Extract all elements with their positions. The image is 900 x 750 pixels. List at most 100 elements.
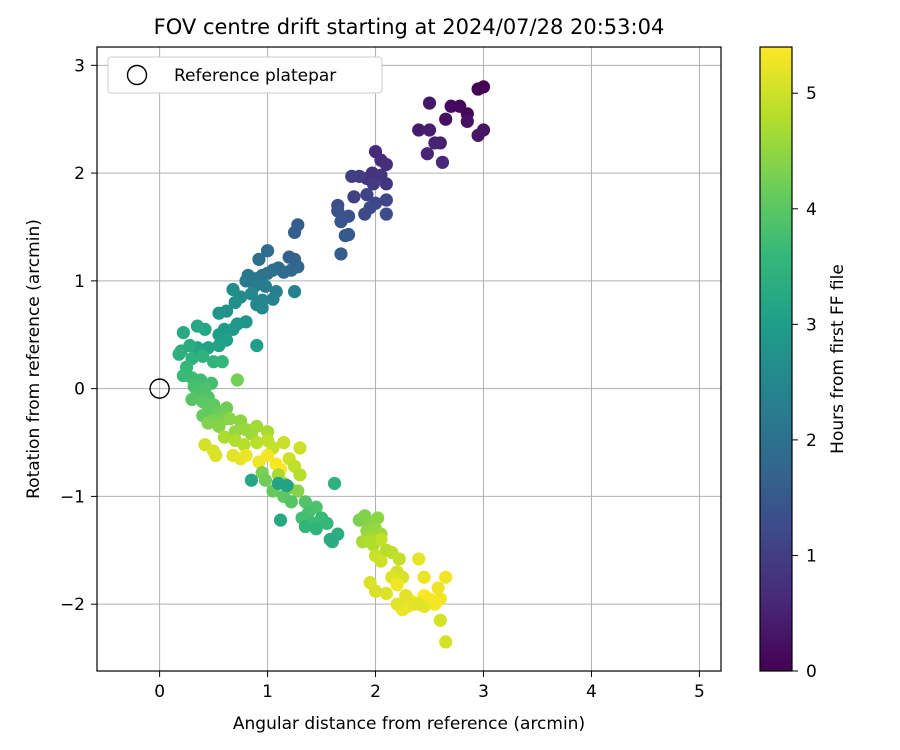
x-tick-label: 2 xyxy=(370,682,381,702)
y-tick-label: 3 xyxy=(74,56,85,76)
legend-entry-label: Reference platepar xyxy=(174,66,336,86)
data-point xyxy=(363,576,377,590)
data-point xyxy=(185,392,199,407)
y-tick-label: −1 xyxy=(60,487,85,507)
data-point xyxy=(239,448,253,463)
data-point xyxy=(422,123,437,137)
data-point xyxy=(280,479,294,493)
data-point xyxy=(433,613,447,627)
data-point xyxy=(250,338,264,353)
data-point xyxy=(439,570,453,584)
y-tick-label: 0 xyxy=(74,380,85,400)
data-point xyxy=(298,495,312,509)
data-point xyxy=(379,157,393,172)
data-point xyxy=(287,285,302,299)
x-tick-label: 0 xyxy=(154,682,165,702)
data-point xyxy=(277,435,291,450)
data-point xyxy=(293,441,307,455)
colorbar-tick-label: 0 xyxy=(806,662,817,682)
data-point xyxy=(172,347,186,361)
reference-platepar-marker xyxy=(149,378,170,399)
data-point xyxy=(392,552,406,566)
data-point xyxy=(215,355,229,369)
y-tick-label: 1 xyxy=(74,272,85,292)
y-tick-label: −2 xyxy=(60,595,85,615)
reference-marker xyxy=(149,378,170,399)
data-point xyxy=(273,513,288,527)
legend-box xyxy=(107,56,383,94)
data-point xyxy=(266,292,280,306)
data-points xyxy=(172,80,491,649)
data-point xyxy=(422,96,437,110)
x-tick-label: 5 xyxy=(694,682,705,702)
data-point xyxy=(433,592,447,606)
colorbar-tick-label: 4 xyxy=(806,200,817,220)
data-point xyxy=(334,247,348,261)
data-point xyxy=(298,519,312,534)
data-point xyxy=(226,282,240,297)
data-point xyxy=(219,401,234,415)
data-point xyxy=(379,193,393,207)
data-point xyxy=(190,319,205,333)
data-point xyxy=(360,188,374,202)
data-point xyxy=(366,177,380,191)
data-point xyxy=(230,373,244,387)
data-point xyxy=(412,552,426,566)
data-point xyxy=(212,419,226,433)
data-point xyxy=(439,112,453,126)
colorbar-tick-label: 2 xyxy=(806,431,817,451)
data-point xyxy=(390,597,404,611)
data-point xyxy=(196,349,210,363)
x-tick-label: 1 xyxy=(262,682,273,702)
data-point xyxy=(439,635,453,649)
data-point xyxy=(390,578,404,592)
data-point xyxy=(237,438,251,452)
x-axis-ticks: 0 1 2 3 4 5 xyxy=(154,671,705,702)
legend-reference-marker-icon xyxy=(126,64,148,86)
data-point xyxy=(209,448,223,463)
data-point xyxy=(260,244,275,258)
colorbar: 0 1 2 3 4 5 Hours from first FF file xyxy=(759,46,848,682)
data-point xyxy=(250,419,264,433)
chart-title: FOV centre drift starting at 2024/07/28 … xyxy=(154,15,665,39)
data-point xyxy=(293,468,307,482)
data-point xyxy=(252,252,266,266)
data-point xyxy=(399,588,413,603)
legend: Reference platepar xyxy=(107,56,383,94)
data-point xyxy=(471,82,485,96)
x-tick-label: 4 xyxy=(586,682,597,702)
x-tick-label: 3 xyxy=(478,682,489,702)
data-point xyxy=(284,495,298,509)
data-point xyxy=(327,476,342,491)
data-point xyxy=(291,484,305,498)
colorbar-ticks: 0 1 2 3 4 5 xyxy=(792,84,817,682)
data-point xyxy=(363,535,377,549)
data-point xyxy=(334,214,348,229)
data-point xyxy=(412,597,426,611)
data-point xyxy=(460,114,474,128)
colorbar-frame xyxy=(759,46,793,672)
colorbar-tick-label: 3 xyxy=(806,315,817,335)
data-point xyxy=(228,295,242,310)
data-point xyxy=(371,511,385,525)
colorbar-gradient xyxy=(760,47,792,671)
data-point xyxy=(374,554,388,568)
data-point xyxy=(223,412,237,426)
data-point xyxy=(341,227,356,242)
data-point xyxy=(435,155,450,169)
data-point xyxy=(320,516,334,530)
data-point xyxy=(345,169,359,183)
y-axis-label: Rotation from reference (arcmin) xyxy=(24,219,44,499)
colorbar-label: Hours from first FF file xyxy=(828,264,848,454)
data-point xyxy=(358,207,372,221)
data-point xyxy=(417,570,431,584)
data-point xyxy=(347,190,361,204)
data-point xyxy=(420,147,434,161)
data-point xyxy=(309,522,323,536)
colorbar-tick-label: 1 xyxy=(806,546,817,566)
data-point xyxy=(255,301,269,315)
data-point xyxy=(379,207,393,221)
data-point xyxy=(260,448,275,463)
data-point xyxy=(471,128,485,142)
